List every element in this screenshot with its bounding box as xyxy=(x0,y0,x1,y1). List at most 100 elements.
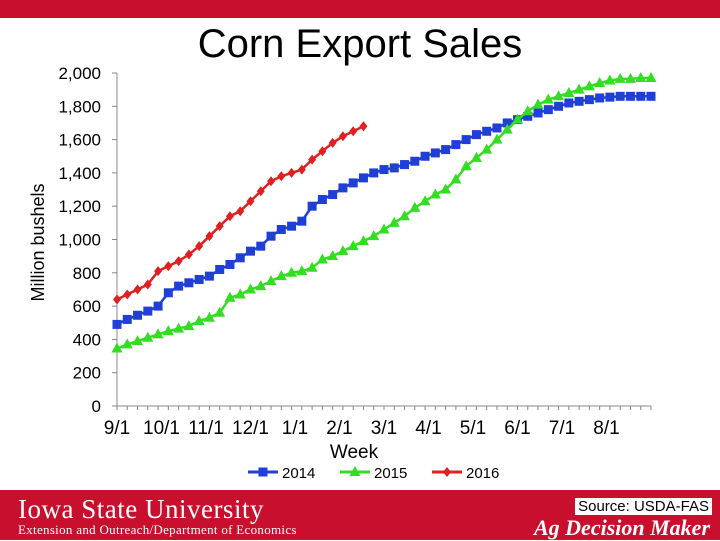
legend-item-2015: 2015 xyxy=(340,465,407,482)
x-tick-label: 8/1 xyxy=(593,418,619,439)
x-tick-label: 3/1 xyxy=(371,418,397,439)
data-point xyxy=(133,310,143,320)
data-point xyxy=(429,188,441,199)
source-note: Source: USDA-FAS xyxy=(575,498,712,515)
y-tick-label: 0 xyxy=(92,397,101,416)
data-point xyxy=(512,113,523,124)
x-tick-label: 7/1 xyxy=(549,418,575,439)
data-point xyxy=(451,140,461,150)
data-point xyxy=(204,271,214,281)
brand-text: Ag Decision Maker xyxy=(534,515,710,540)
data-point xyxy=(277,171,286,182)
data-point xyxy=(440,183,452,194)
data-point xyxy=(379,165,389,175)
data-point xyxy=(163,288,173,298)
data-point xyxy=(338,183,348,193)
data-point xyxy=(604,74,616,85)
data-point xyxy=(338,131,347,142)
data-point xyxy=(133,284,142,295)
data-point xyxy=(113,294,121,305)
x-tick-label: 10/1 xyxy=(143,418,180,439)
y-tick-label: 1,400 xyxy=(58,164,101,183)
data-point xyxy=(205,231,214,242)
data-point xyxy=(419,195,431,206)
data-point xyxy=(246,196,255,207)
data-point xyxy=(595,93,605,103)
x-tick-label: 2/1 xyxy=(326,418,352,439)
data-point xyxy=(492,123,502,133)
data-point xyxy=(214,306,226,317)
data-point xyxy=(420,151,430,161)
data-point xyxy=(430,148,440,158)
data-point xyxy=(184,278,194,288)
data-point xyxy=(450,173,462,184)
data-point xyxy=(287,221,297,231)
data-point xyxy=(646,91,656,101)
data-point xyxy=(378,223,390,234)
data-point xyxy=(318,146,327,157)
chart-title: Corn Export Sales xyxy=(197,22,523,66)
data-point xyxy=(615,91,625,101)
data-point xyxy=(443,467,451,477)
y-tick-label: 600 xyxy=(73,297,101,316)
data-point xyxy=(258,467,268,477)
legend-label: 2016 xyxy=(466,465,499,482)
data-point xyxy=(605,92,615,102)
data-point xyxy=(470,151,482,162)
data-point xyxy=(461,135,471,145)
legend-label: 2015 xyxy=(374,465,407,482)
extension-text: Extension and Outreach/Department of Eco… xyxy=(18,522,297,537)
data-point xyxy=(266,231,276,241)
data-point xyxy=(369,168,379,178)
data-point xyxy=(215,264,225,274)
data-point xyxy=(142,331,154,342)
data-point xyxy=(286,266,298,277)
data-point xyxy=(481,143,493,154)
data-point xyxy=(399,210,411,221)
data-point xyxy=(194,274,204,284)
data-point xyxy=(328,190,338,200)
data-point xyxy=(482,126,492,136)
data-point xyxy=(522,105,534,116)
x-tick-label: 9/1 xyxy=(104,418,130,439)
y-tick-label: 2,000 xyxy=(58,64,101,83)
top-banner xyxy=(0,0,720,18)
data-point xyxy=(358,173,368,183)
data-point xyxy=(553,90,565,101)
data-point xyxy=(502,118,512,128)
y-axis-label: Million bushels xyxy=(28,183,48,301)
data-point xyxy=(410,156,420,166)
y-tick-label: 1,800 xyxy=(58,97,101,116)
data-point xyxy=(460,160,472,171)
legend-item-2014: 2014 xyxy=(248,465,315,482)
data-point xyxy=(554,101,564,111)
data-point xyxy=(164,261,173,272)
y-tick-label: 400 xyxy=(73,330,101,349)
data-point xyxy=(532,98,544,109)
series-line-2014 xyxy=(116,95,651,326)
university-logo-text: Iowa State University xyxy=(18,494,264,524)
data-point xyxy=(225,211,234,222)
data-point xyxy=(174,281,184,291)
data-point xyxy=(275,270,287,281)
data-point xyxy=(306,261,318,272)
data-point xyxy=(316,253,328,264)
data-point xyxy=(184,249,193,260)
data-point xyxy=(112,319,122,329)
data-point xyxy=(349,466,361,476)
data-point xyxy=(359,121,368,132)
data-point xyxy=(297,164,306,175)
legend-item-2016: 2016 xyxy=(432,465,499,482)
data-point xyxy=(533,108,543,118)
series-line-2015 xyxy=(116,76,651,350)
data-point xyxy=(297,216,307,226)
data-point xyxy=(563,86,575,97)
data-point xyxy=(255,280,267,291)
data-point xyxy=(123,289,132,300)
data-point xyxy=(235,253,245,263)
data-point xyxy=(337,245,349,256)
data-point xyxy=(349,126,358,137)
data-point xyxy=(183,320,195,331)
data-point xyxy=(276,225,286,235)
y-tick-label: 1,600 xyxy=(58,131,101,150)
